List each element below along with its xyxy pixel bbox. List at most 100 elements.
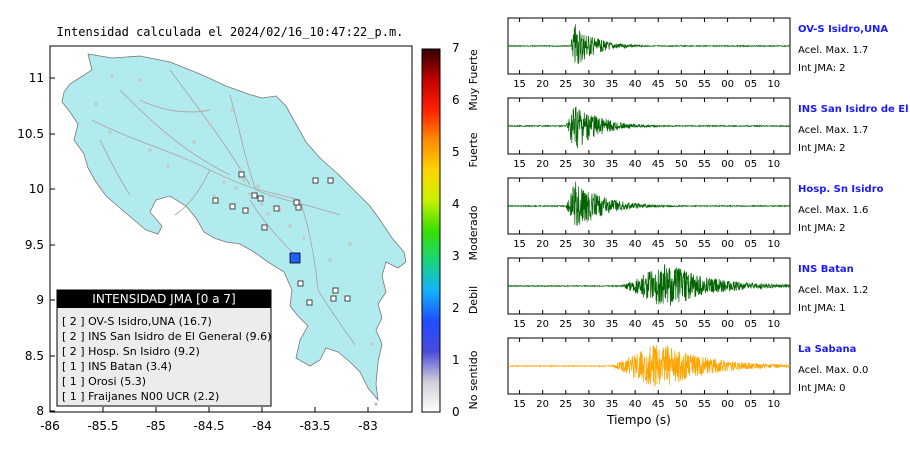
station-jma: Int JMA: 2 — [798, 63, 846, 74]
x-tick-label: 45 — [652, 79, 665, 90]
x-tick-label: -83 — [358, 419, 378, 433]
y-tick-label: 9 — [36, 293, 44, 307]
legend-item: [ 1 ] Orosi (5.3) — [62, 375, 146, 388]
x-tick-label: 00 — [721, 79, 734, 90]
y-tick-label: 11 — [29, 71, 44, 85]
legend-item: [ 2 ] OV-S Isidro,UNA (16.7) — [62, 315, 212, 328]
x-tick-label: 45 — [652, 159, 665, 170]
x-tick-label: 50 — [675, 239, 688, 250]
x-tick-label: 30 — [583, 159, 596, 170]
x-tick-label: -83.5 — [299, 419, 330, 433]
intensity-legend: INTENSIDAD JMA [0 a 7] [ 2 ] OV-S Isidro… — [56, 289, 272, 407]
legend-item: [ 1 ] INS Batan (3.4) — [62, 360, 172, 373]
x-tick-label: 50 — [675, 159, 688, 170]
waveform-trace — [507, 106, 790, 149]
x-tick-label: 00 — [721, 159, 734, 170]
waveform-panel: 15 20 25 30 35 40 45 50 55 00 05 10 INS San Isidro d… — [507, 97, 910, 170]
x-tick-label: 35 — [606, 319, 619, 330]
colorbar-tick: 0 — [452, 405, 460, 419]
x-tick-label: 10 — [767, 79, 780, 90]
country-shape — [61, 53, 407, 402]
colorbar-tick: 6 — [452, 93, 460, 107]
x-tick-label: -85 — [146, 419, 166, 433]
colorbar-tick: 5 — [452, 145, 460, 159]
station-jma: Int JMA: 2 — [798, 223, 846, 234]
station-accel: Acel. Max. 0.0 — [798, 365, 868, 376]
x-tick-label: 55 — [698, 319, 711, 330]
colorbar-tick: 3 — [452, 249, 460, 263]
x-tick-label: 15 — [513, 159, 526, 170]
colorbar-tick: 2 — [452, 301, 460, 315]
waveform-panels: 15 20 25 30 35 40 45 50 55 00 05 10 OV-S Isidro,UNA A… — [507, 17, 910, 427]
colorbar-label: Debil — [467, 286, 480, 314]
y-tick-label: 10.5 — [17, 127, 44, 141]
x-tick-label: 15 — [513, 319, 526, 330]
y-tick-label: 8.5 — [25, 349, 44, 363]
x-tick-label: -84 — [252, 419, 272, 433]
legend-item: [ 1 ] Fraijanes N00 UCR (2.2) — [62, 390, 219, 403]
x-tick-label: 40 — [629, 239, 642, 250]
x-tick-label: 20 — [536, 159, 549, 170]
x-tick-label: 30 — [583, 319, 596, 330]
x-tick-label: 05 — [744, 79, 757, 90]
x-tick-label: 00 — [721, 239, 734, 250]
x-axis-label: Tiempo (s) — [606, 413, 671, 427]
station-name: La Sabana — [798, 344, 856, 355]
map-panel: INTENSIDAD JMA [0 a 7] [ 2 ] OV-S Isidro… — [17, 45, 413, 433]
minor-stations — [94, 74, 378, 406]
x-tick-label: 35 — [606, 399, 619, 410]
x-tick-label: 50 — [675, 399, 688, 410]
station-name: OV-S Isidro,UNA — [798, 24, 888, 35]
colorbar-label: Fuerte — [467, 132, 480, 167]
x-tick-label: 00 — [721, 399, 734, 410]
x-tick-label: 10 — [767, 239, 780, 250]
x-tick-label: 10 — [767, 159, 780, 170]
intensity-colorbar: 0 1 2 3 4 5 6 7 No sentido Debil Moderad… — [421, 41, 480, 419]
x-tick-label: 45 — [652, 319, 665, 330]
x-tick-label: 30 — [583, 79, 596, 90]
x-tick-label: 20 — [536, 319, 549, 330]
x-tick-label: 30 — [583, 399, 596, 410]
y-tick-label: 8 — [36, 404, 44, 418]
station-jma: Int JMA: 0 — [798, 383, 846, 394]
colorbar-scale — [421, 48, 441, 413]
x-tick-label: 10 — [767, 319, 780, 330]
y-tick-label: 9.5 — [25, 238, 44, 252]
x-tick-label: 40 — [629, 79, 642, 90]
x-tick-label: 35 — [606, 79, 619, 90]
x-tick-label: 30 — [583, 239, 596, 250]
x-tick-label: 55 — [698, 79, 711, 90]
waveform-trace — [507, 264, 791, 306]
x-tick-label: -86 — [40, 419, 60, 433]
x-tick-label: 20 — [536, 399, 549, 410]
station-name: INS Batan — [798, 264, 854, 275]
x-tick-label: 00 — [721, 319, 734, 330]
legend-title: INTENSIDAD JMA [0 a 7] — [92, 292, 235, 306]
x-tick-label: 50 — [675, 319, 688, 330]
colorbar-label: Moderado — [467, 205, 480, 260]
x-tick-label: 05 — [744, 319, 757, 330]
epicenter-marker — [289, 252, 301, 264]
waveform-trace — [507, 344, 791, 387]
y-tick-label: 10 — [29, 182, 44, 196]
waveform-panel: 15 20 25 30 35 40 45 50 55 00 05 10 Hosp. Sn Isidro A… — [507, 177, 884, 250]
colorbar-label: Muy Fuerte — [467, 49, 480, 111]
colorbar-tick: 1 — [452, 353, 460, 367]
x-tick-label: -84.5 — [193, 419, 224, 433]
x-tick-label: 50 — [675, 79, 688, 90]
station-accel: Acel. Max. 1.7 — [798, 125, 868, 136]
x-tick-label: 40 — [629, 399, 642, 410]
x-tick-label: 15 — [513, 79, 526, 90]
map-x-axis: -86 -85.5 -85 -84.5 -84 -83.5 -83 — [40, 407, 378, 433]
map-y-axis: 11 10.5 10 9.5 9 8.5 8 — [17, 71, 55, 418]
legend-item: [ 2 ] Hosp. Sn Isidro (9.2) — [62, 345, 200, 358]
waveform-panel: 15 20 25 30 35 40 45 50 55 00 05 10 INS Batan Acel. M… — [507, 257, 868, 330]
x-tick-label: 25 — [559, 319, 572, 330]
waveform-trace — [507, 24, 791, 64]
station-accel: Acel. Max. 1.7 — [798, 45, 868, 56]
colorbar-label: No sentido — [467, 350, 480, 409]
x-tick-label: 55 — [698, 159, 711, 170]
x-tick-label: 45 — [652, 399, 665, 410]
waveform-panel: 15 20 25 30 35 40 45 50 55 00 05 10 La Sabana Acel. M… — [507, 337, 868, 427]
colorbar-tick: 7 — [452, 41, 460, 55]
